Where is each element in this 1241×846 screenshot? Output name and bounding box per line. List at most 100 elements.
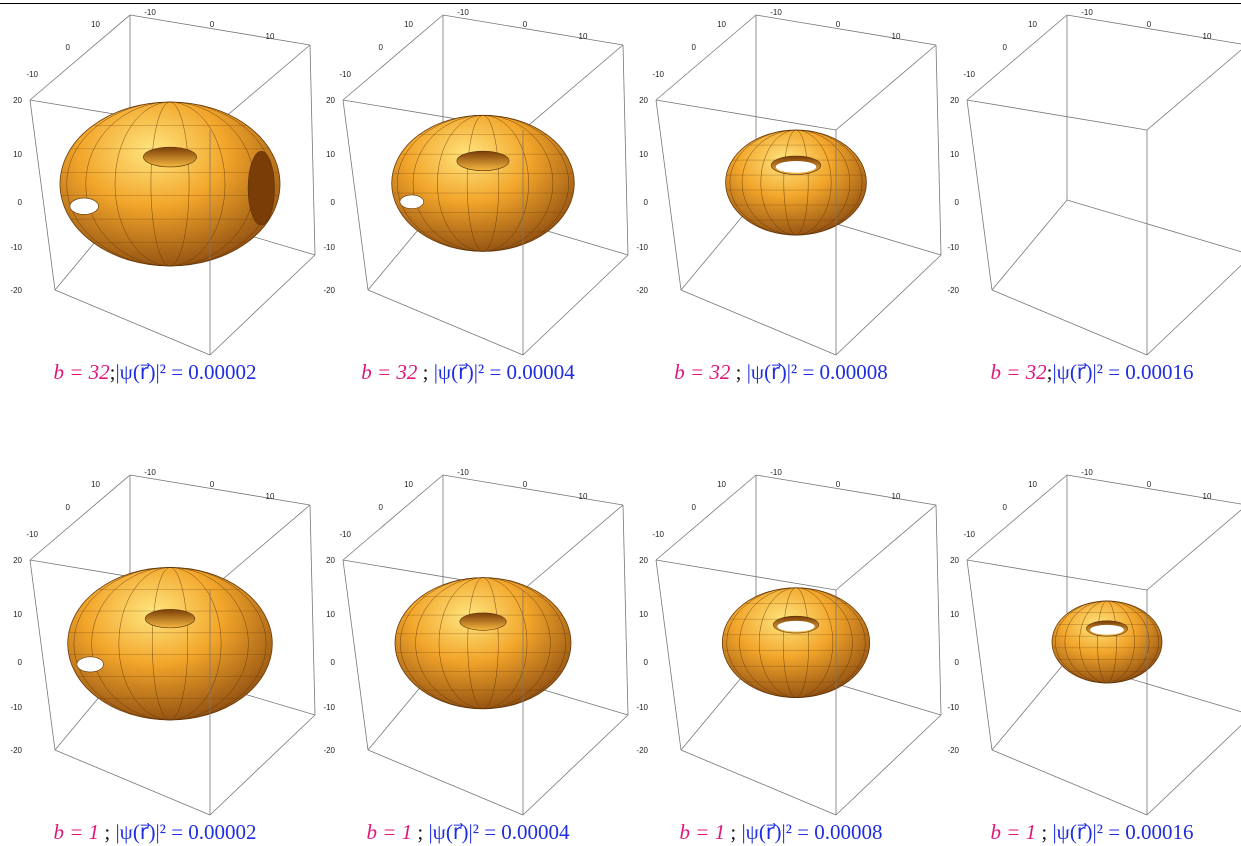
box-edge	[991, 199, 1068, 291]
top-rule	[0, 3, 1241, 4]
tick-label: 0	[644, 658, 649, 667]
box-edge	[966, 559, 1148, 591]
torus-surface	[394, 577, 572, 710]
plot-panel: 10 0 -10 -10 0 10 20 10 0 -10 -20	[313, 5, 629, 360]
psi-squared-label: |ψ(r⃗)|² = 0.00016	[1052, 820, 1194, 844]
torus-hole-through	[775, 161, 817, 173]
tick-label: -10	[1081, 468, 1093, 477]
box-edge	[991, 749, 1148, 816]
tick-label: 10	[717, 20, 726, 29]
tick-label: 10	[892, 492, 901, 501]
box-edge	[835, 504, 937, 591]
torus-hole	[459, 612, 507, 631]
tick-label: 10	[91, 20, 100, 29]
tick-label: 0	[1147, 20, 1152, 29]
tick-label: -10	[457, 8, 469, 17]
panel-caption: b = 32;|ψ(r⃗)|² = 0.00002	[0, 360, 310, 385]
tick-label: 10	[892, 32, 901, 41]
tick-label: -10	[963, 530, 975, 539]
tick-label: 0	[18, 658, 23, 667]
box-edge	[655, 559, 682, 751]
caption-separator: ;	[109, 360, 116, 384]
torus-surface	[1051, 600, 1163, 684]
tick-label: -20	[323, 746, 335, 755]
plot-panel: 10 0 -10 -10 0 10 20 10 0 -10 -20	[0, 465, 316, 820]
tick-label: -10	[10, 243, 22, 252]
psi-squared-label: |ψ(r⃗)|² = 0.00008	[746, 360, 888, 384]
tick-label: 0	[379, 503, 384, 512]
torus-surface	[391, 114, 575, 252]
tick-label: -10	[339, 530, 351, 539]
box-edge	[755, 474, 937, 506]
box-edge	[442, 14, 624, 46]
tick-label: -10	[26, 70, 38, 79]
box-edge	[991, 289, 1148, 356]
tick-label: 10	[266, 32, 275, 41]
box-edge	[1066, 199, 1241, 253]
clipped-opening	[247, 150, 275, 226]
tick-label: -20	[323, 286, 335, 295]
box-edge	[935, 44, 942, 256]
box-edge	[1146, 49, 1241, 131]
panel-caption: b = 1 ; |ψ(r⃗)|² = 0.00008	[626, 820, 936, 845]
box-edge	[522, 254, 629, 356]
tick-label: 20	[13, 556, 22, 565]
tick-label: -10	[770, 8, 782, 17]
tick-label: -10	[947, 703, 959, 712]
box-edge	[367, 289, 524, 356]
box-edge	[1146, 724, 1241, 816]
tick-label: 0	[331, 658, 336, 667]
tick-label: 10	[639, 610, 648, 619]
tick-label: 0	[210, 20, 215, 29]
box-edge	[622, 44, 629, 256]
psi-squared-label: |ψ(r⃗)|² = 0.00002	[115, 820, 257, 844]
box-edge	[209, 714, 316, 816]
box-edge	[309, 504, 316, 716]
tick-label: 20	[326, 556, 335, 565]
tick-label: -20	[10, 286, 22, 295]
tick-label: 20	[326, 96, 335, 105]
tick-label: 10	[1203, 492, 1212, 501]
box-edge	[29, 474, 131, 561]
tick-label: 10	[266, 492, 275, 501]
tick-label: 10	[13, 610, 22, 619]
box-edge	[54, 289, 211, 356]
tick-label: 10	[91, 480, 100, 489]
tick-label: 0	[644, 198, 649, 207]
tick-label: 10	[326, 610, 335, 619]
tick-label: 10	[1028, 480, 1037, 489]
box-edge	[622, 504, 629, 716]
box-edge	[1146, 264, 1241, 356]
box-edge	[522, 504, 624, 591]
box-edge	[655, 559, 837, 591]
plot-panel: 10 0 -10 -10 0 10 20 10 0 -10 -20	[937, 465, 1241, 820]
3d-plot: 10 0 -10 -10 0 10 20 10 0 -10 -20	[10, 8, 316, 356]
tick-label: 20	[639, 556, 648, 565]
tick-label: -10	[770, 468, 782, 477]
plot-panel: 10 0 -10 -10 0 10 20 10 0 -10 -20	[0, 5, 316, 360]
psi-squared-label: |ψ(r⃗)|² = 0.00016	[1052, 360, 1194, 384]
torus-surface	[725, 129, 867, 236]
tick-label: -10	[636, 243, 648, 252]
tick-label: 20	[950, 96, 959, 105]
caption-separator: ;	[725, 820, 742, 844]
mesh-line	[397, 115, 569, 252]
box-edge	[680, 749, 837, 816]
box-edge	[655, 99, 682, 291]
box-edge	[522, 44, 624, 131]
box-edge	[342, 14, 444, 101]
box-edge	[966, 474, 1068, 561]
torus-hole-through	[777, 620, 815, 632]
tick-label: -10	[1081, 8, 1093, 17]
box-edge	[655, 474, 757, 561]
box-edge	[935, 504, 942, 716]
plot-panel: 10 0 -10 -10 0 10 20 10 0 -10 -20	[626, 5, 942, 360]
3d-plot: 10 0 -10 -10 0 10 20 10 0 -10 -20	[636, 8, 942, 356]
plot-panel: 10 0 -10 -10 0 10 20 10 0 -10 -20	[313, 465, 629, 820]
torus-surface	[59, 101, 281, 267]
plot-panel: 10 0 -10 -10 0 10 20 10 0 -10 -20	[626, 465, 942, 820]
box-edge	[342, 99, 369, 291]
box-edge	[54, 749, 211, 816]
tick-label: -10	[457, 468, 469, 477]
b-parameter-label: b = 32	[674, 360, 731, 384]
